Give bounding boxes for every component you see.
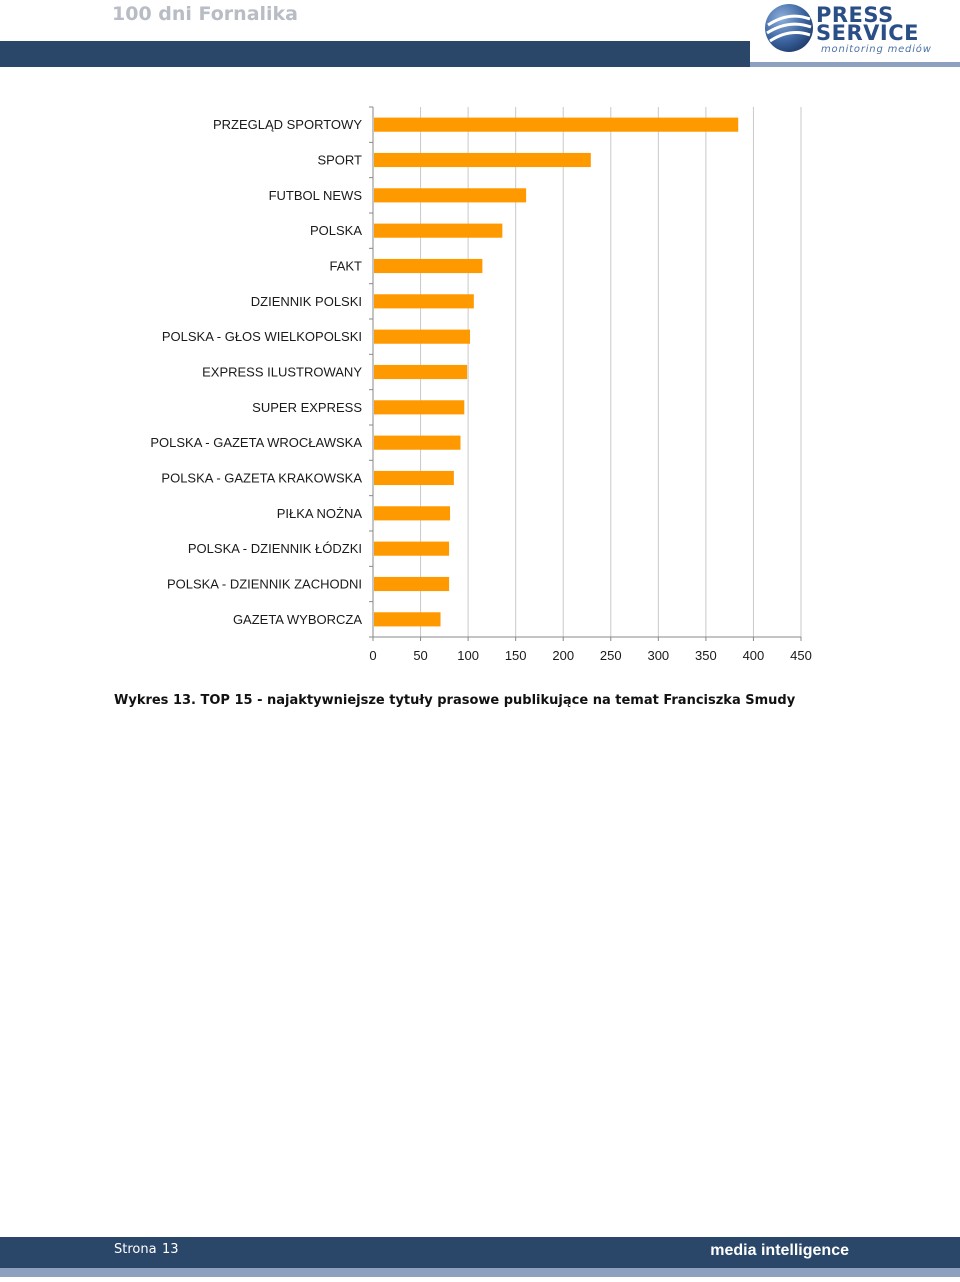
press-service-logo: PRESS SERVICE monitoring mediów [764, 0, 954, 58]
footer-brand: media intelligence [710, 1242, 849, 1259]
x-tick-label: 400 [743, 648, 765, 663]
bar-chart: PRZEGLĄD SPORTOWY SPORT FUTBOL NEWS POLSKA F… [150, 106, 812, 663]
logo-word-press: PRESS [816, 3, 894, 27]
bar [374, 435, 461, 450]
x-tick-label: 300 [647, 648, 669, 663]
category-label: PIŁKA NOŻNA [277, 506, 363, 521]
bar [374, 576, 450, 592]
bar [374, 400, 465, 415]
category-label: POLSKA - GAZETA WROCŁAWSKA [150, 435, 362, 450]
category-label: SUPER EXPRESS [252, 400, 362, 415]
logo-tagline: monitoring mediów [821, 44, 932, 55]
category-label: POLSKA - GAZETA KRAKOWSKA [161, 471, 362, 486]
page-label: Strona [114, 1242, 157, 1257]
x-tick-label: 200 [552, 648, 574, 663]
document-title: 100 dni Fornalika [112, 3, 298, 25]
x-tick-label: 50 [413, 648, 427, 663]
bar [374, 612, 441, 627]
bar [374, 506, 451, 521]
bar [374, 258, 483, 274]
bar [374, 541, 450, 556]
bar [374, 364, 468, 380]
x-tick-label: 0 [369, 648, 376, 663]
footer-band [0, 1237, 960, 1268]
x-tick-label: 350 [695, 648, 717, 663]
bar [374, 223, 503, 238]
globe-icon [765, 4, 813, 52]
category-label: PRZEGLĄD SPORTOWY [213, 117, 362, 132]
bar [374, 117, 739, 132]
category-label: DZIENNIK POLSKI [251, 294, 362, 309]
category-label: FUTBOL NEWS [269, 188, 363, 203]
bar [374, 188, 527, 203]
page-number: 13 [162, 1242, 179, 1257]
x-tick-label: 450 [790, 648, 812, 663]
header-band [0, 41, 750, 67]
category-label: FAKT [329, 259, 362, 274]
logo-word-service: SERVICE [816, 21, 919, 45]
bar [374, 470, 454, 486]
x-tick-label: 100 [457, 648, 479, 663]
chart-caption: Wykres 13. TOP 15 - najaktywniejsze tytu… [114, 693, 796, 708]
category-label: POLSKA - DZIENNIK ZACHODNI [167, 577, 362, 592]
category-label: SPORT [317, 153, 362, 168]
category-label: GAZETA WYBORCZA [233, 612, 362, 627]
bar [374, 294, 474, 309]
bar [374, 329, 471, 344]
category-label: EXPRESS ILUSTROWANY [202, 365, 362, 380]
footer-accent-line [0, 1268, 960, 1277]
header-accent-line [750, 62, 960, 67]
bar [374, 152, 591, 168]
category-label: POLSKA [310, 223, 362, 238]
x-tick-label: 150 [505, 648, 527, 663]
category-label: POLSKA - DZIENNIK ŁÓDZKI [188, 541, 362, 556]
category-label: POLSKA - GŁOS WIELKOPOLSKI [162, 329, 362, 344]
x-tick-label: 250 [600, 648, 622, 663]
